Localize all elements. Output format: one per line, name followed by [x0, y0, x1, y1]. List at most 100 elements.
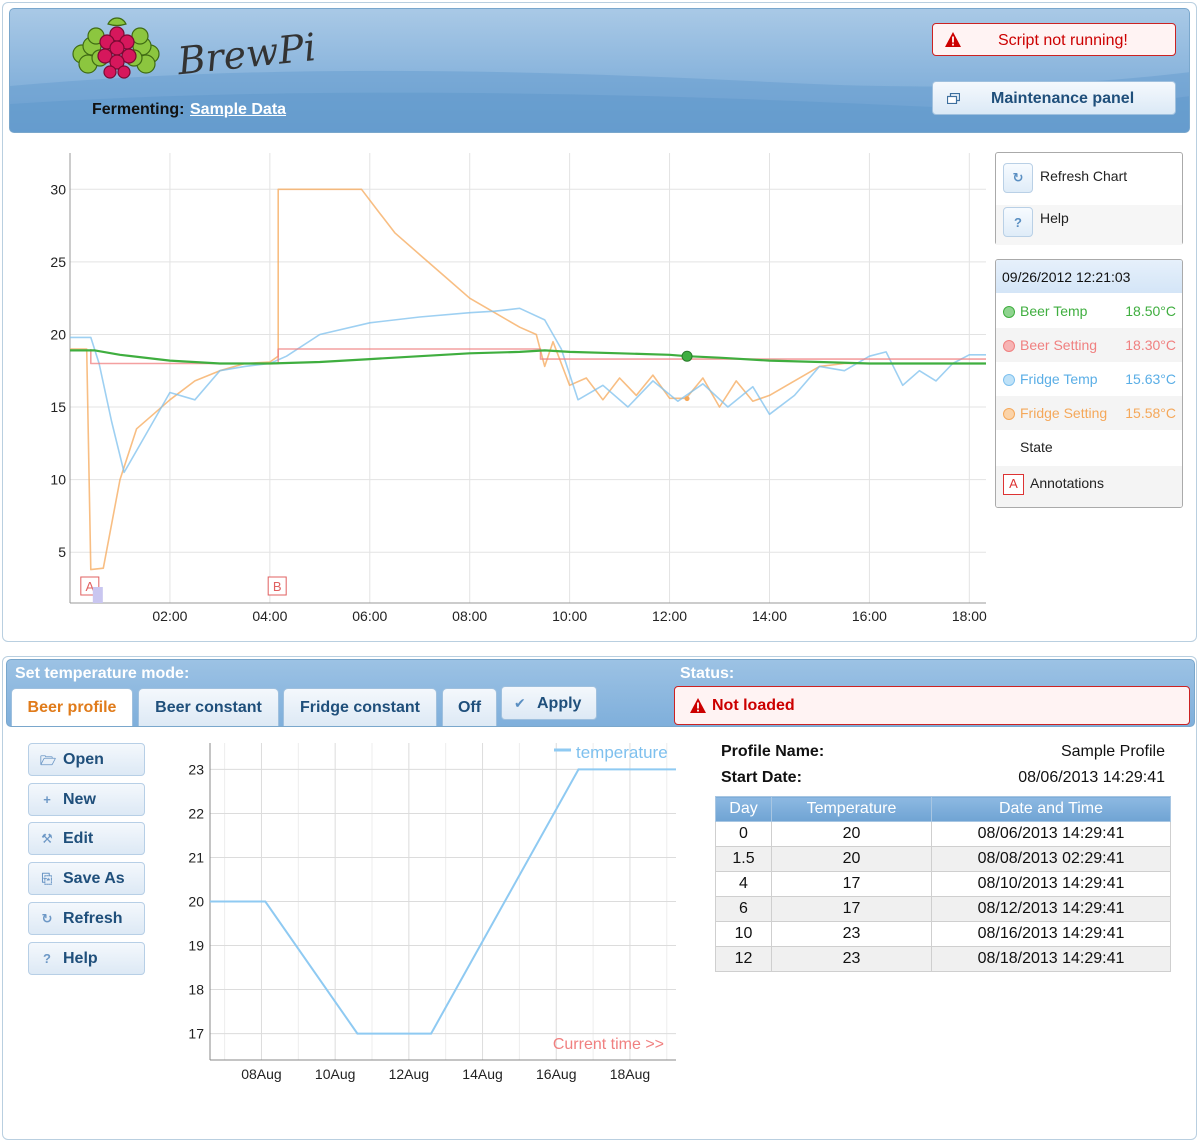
new-profile-button[interactable]: + New — [28, 783, 145, 816]
maintenance-panel-button[interactable]: Maintenance panel — [932, 81, 1176, 115]
y-tick-label: 10 — [50, 472, 66, 488]
refresh-chart-control[interactable]: ↻ Refresh Chart — [996, 153, 1182, 193]
chart-help-control[interactable]: ? Help — [996, 205, 1182, 245]
header-wave-decoration — [10, 70, 1189, 132]
legend-name: Fridge Temp — [1020, 371, 1098, 387]
fermenting-label: Fermenting: — [92, 101, 185, 118]
cell-date-time: 08/12/2013 14:29:41 — [931, 896, 1171, 922]
legend-value: 18.50°C — [1125, 303, 1176, 319]
temperature-chart[interactable]: 02:00 04:00 06:00 08:00 10:00 12:00 14:00 16:00… — [40, 148, 1000, 633]
start-date-label: Start Date: — [721, 769, 802, 786]
legend-dot — [1003, 374, 1015, 386]
cell-date-time: 08/18/2013 14:29:41 — [931, 946, 1171, 972]
logo-text: BrewPi — [174, 25, 318, 83]
legend-dot — [1003, 340, 1015, 352]
refresh-chart-label: Refresh Chart — [1040, 168, 1128, 184]
fermenting-beer-link[interactable]: Sample Data — [190, 101, 287, 118]
legend-value: 18.30°C — [1125, 337, 1176, 353]
y-tick-label: 5 — [58, 544, 66, 560]
series-temperature[interactable] — [210, 768, 676, 1035]
legend-dot — [1003, 306, 1015, 318]
new-label: New — [63, 791, 96, 808]
legend-item-annotations[interactable]: A Annotations — [996, 466, 1182, 507]
refresh-icon: ↻ — [1003, 163, 1033, 193]
plus-icon: + — [43, 792, 51, 807]
y-tick-label: 19 — [188, 938, 204, 954]
cell-temperature: 23 — [771, 946, 932, 972]
chart-legend: 09/26/2012 12:21:03 Beer Temp 18.50°C Be… — [995, 259, 1183, 508]
save-as-label: Save As — [63, 870, 125, 887]
chart-grid — [70, 153, 986, 603]
legend-item-fridge-temp[interactable]: Fridge Temp 15.63°C — [996, 362, 1182, 396]
x-tick-label: 10:00 — [552, 608, 587, 624]
status-text: Not loaded — [712, 697, 795, 714]
x-tick-label: 14Aug — [462, 1066, 502, 1082]
profile-help-button[interactable]: ? Help — [28, 942, 145, 975]
start-date-value: 08/06/2013 14:29:41 — [1018, 769, 1165, 786]
legend-label-temperature: temperature — [576, 743, 668, 762]
status-alert: Not loaded — [674, 686, 1190, 725]
x-tick-label: 12Aug — [389, 1066, 429, 1082]
external-window-icon — [947, 93, 960, 104]
tab-off[interactable]: Off — [442, 688, 497, 726]
y-tick-label: 30 — [50, 181, 66, 197]
y-tick-label: 23 — [188, 761, 204, 777]
cell-day: 12 — [715, 946, 772, 972]
help-label: Help — [63, 950, 98, 967]
warning-icon — [945, 32, 961, 47]
legend-item-beer-temp[interactable]: Beer Temp 18.50°C — [996, 294, 1182, 328]
legend-name: Fridge Setting — [1020, 405, 1108, 421]
y-tick-label: 21 — [188, 849, 204, 865]
cell-temperature: 23 — [771, 921, 932, 947]
question-icon: ? — [43, 951, 51, 966]
series-fridge-setting[interactable] — [70, 188, 986, 571]
cell-day: 0 — [715, 821, 772, 847]
apply-button[interactable]: ✔ Apply — [501, 686, 597, 720]
column-header-temperature[interactable]: Temperature — [771, 796, 932, 822]
y-tick-label: 25 — [50, 254, 66, 270]
annotation-marker[interactable] — [267, 576, 287, 596]
open-profile-button[interactable]: 🗁 Open — [28, 743, 145, 776]
hover-marker-fridge-setting — [684, 396, 690, 402]
warning-icon — [690, 698, 706, 713]
wrench-icon: ⚒ — [41, 831, 53, 846]
annotation-label: B — [273, 579, 282, 594]
cell-temperature: 17 — [771, 896, 932, 922]
column-header-day[interactable]: Day — [715, 796, 772, 822]
series-beer-temp[interactable] — [70, 349, 986, 365]
state-bar — [92, 587, 103, 603]
series-beer-setting[interactable] — [89, 348, 986, 365]
tab-beer-constant[interactable]: Beer constant — [138, 688, 279, 726]
profile-name-label: Profile Name: — [721, 743, 825, 760]
copy-icon: ⎘ — [41, 871, 53, 886]
cell-day: 4 — [715, 871, 772, 897]
legend-item-fridge-setting[interactable]: Fridge Setting 15.58°C — [996, 396, 1182, 430]
cell-temperature: 17 — [771, 871, 932, 897]
check-icon: ✔ — [514, 695, 526, 711]
legend-dot — [1003, 408, 1015, 420]
script-status-alert: Script not running! — [932, 23, 1176, 56]
save-as-profile-button[interactable]: ⎘ Save As — [28, 862, 145, 895]
x-tick-label: 14:00 — [752, 608, 787, 624]
refresh-profile-button[interactable]: ↻ Refresh — [28, 902, 145, 935]
cell-temperature: 20 — [771, 821, 932, 847]
profile-grid — [210, 743, 676, 1060]
cell-day: 1.5 — [715, 846, 772, 872]
tab-fridge-constant[interactable]: Fridge constant — [283, 688, 437, 726]
x-tick-label: 16:00 — [852, 608, 887, 624]
x-tick-label: 08Aug — [241, 1066, 281, 1082]
status-title: Status: — [680, 665, 735, 682]
refresh-label: Refresh — [63, 910, 123, 927]
cell-day: 10 — [715, 921, 772, 947]
series-fridge-temp[interactable] — [70, 307, 986, 474]
cell-date-time: 08/06/2013 14:29:41 — [931, 821, 1171, 847]
edit-profile-button[interactable]: ⚒ Edit — [28, 822, 145, 855]
mode-title: Set temperature mode: — [15, 665, 190, 682]
tab-beer-profile[interactable]: Beer profile — [11, 688, 133, 726]
profile-chart[interactable]: 08Aug 10Aug 12Aug 14Aug 16Aug 18Aug 17 18 19 20 21… — [170, 735, 690, 1090]
legend-item-state[interactable]: State — [996, 430, 1182, 464]
column-header-date-time[interactable]: Date and Time — [931, 796, 1171, 822]
annotation-icon: A — [1003, 474, 1024, 495]
apply-label: Apply — [537, 695, 582, 712]
legend-item-beer-setting[interactable]: Beer Setting 18.30°C — [996, 328, 1182, 362]
